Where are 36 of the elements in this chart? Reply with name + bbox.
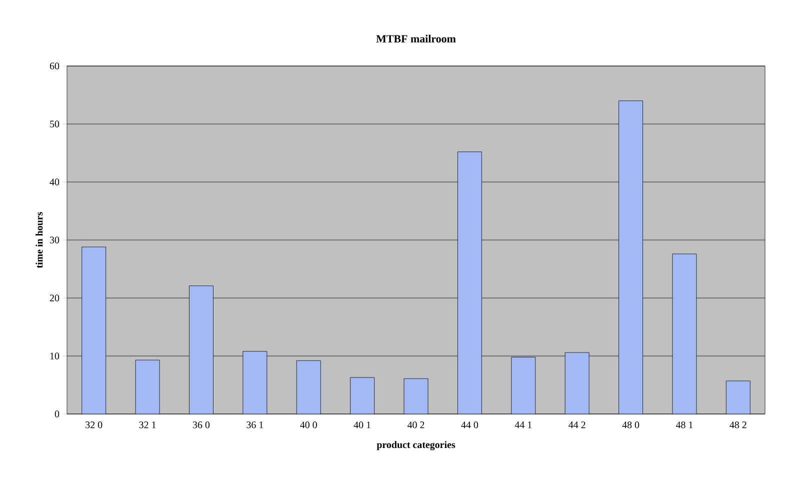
x-tick-label: 32 1 bbox=[139, 422, 156, 428]
y-tick-label: 60 bbox=[50, 62, 60, 70]
bar bbox=[564, 352, 590, 414]
y-axis-title: time in hours bbox=[36, 212, 43, 268]
x-tick-label: 40 2 bbox=[407, 422, 424, 428]
x-tick-label: 48 1 bbox=[676, 422, 693, 428]
bar bbox=[82, 246, 106, 414]
bar bbox=[242, 351, 268, 414]
x-tick-label: 48 2 bbox=[730, 422, 746, 428]
bar bbox=[726, 380, 750, 414]
chart-title: MTBF mailroom bbox=[376, 34, 456, 43]
y-tick-label: 0 bbox=[54, 410, 60, 418]
x-tick-label: 36 1 bbox=[246, 422, 264, 428]
bar bbox=[618, 100, 643, 414]
x-tick-label: 40 0 bbox=[300, 422, 317, 428]
bar bbox=[350, 377, 375, 414]
x-axis-title: product categories bbox=[376, 441, 456, 450]
bar bbox=[457, 152, 482, 414]
y-tick-label: 30 bbox=[50, 236, 60, 244]
bar bbox=[511, 356, 536, 414]
x-tick-label: 44 0 bbox=[461, 422, 478, 428]
y-tick-label: 50 bbox=[50, 120, 60, 128]
bar bbox=[672, 254, 697, 414]
bar bbox=[135, 360, 160, 414]
x-tick-label: 36 0 bbox=[193, 422, 210, 428]
y-tick-label: 10 bbox=[50, 352, 60, 360]
y-tick-label: 40 bbox=[50, 178, 60, 186]
bar bbox=[189, 286, 214, 414]
y-tick-label: 20 bbox=[50, 294, 60, 302]
x-tick-label: 40 1 bbox=[354, 422, 370, 428]
x-tick-label: 48 0 bbox=[622, 422, 640, 428]
x-tick-label: 44 1 bbox=[514, 422, 532, 428]
bar bbox=[296, 360, 321, 414]
x-tick-label: 32 0 bbox=[86, 422, 102, 428]
x-tick-label: 44 2 bbox=[568, 422, 586, 428]
bar bbox=[404, 378, 428, 414]
